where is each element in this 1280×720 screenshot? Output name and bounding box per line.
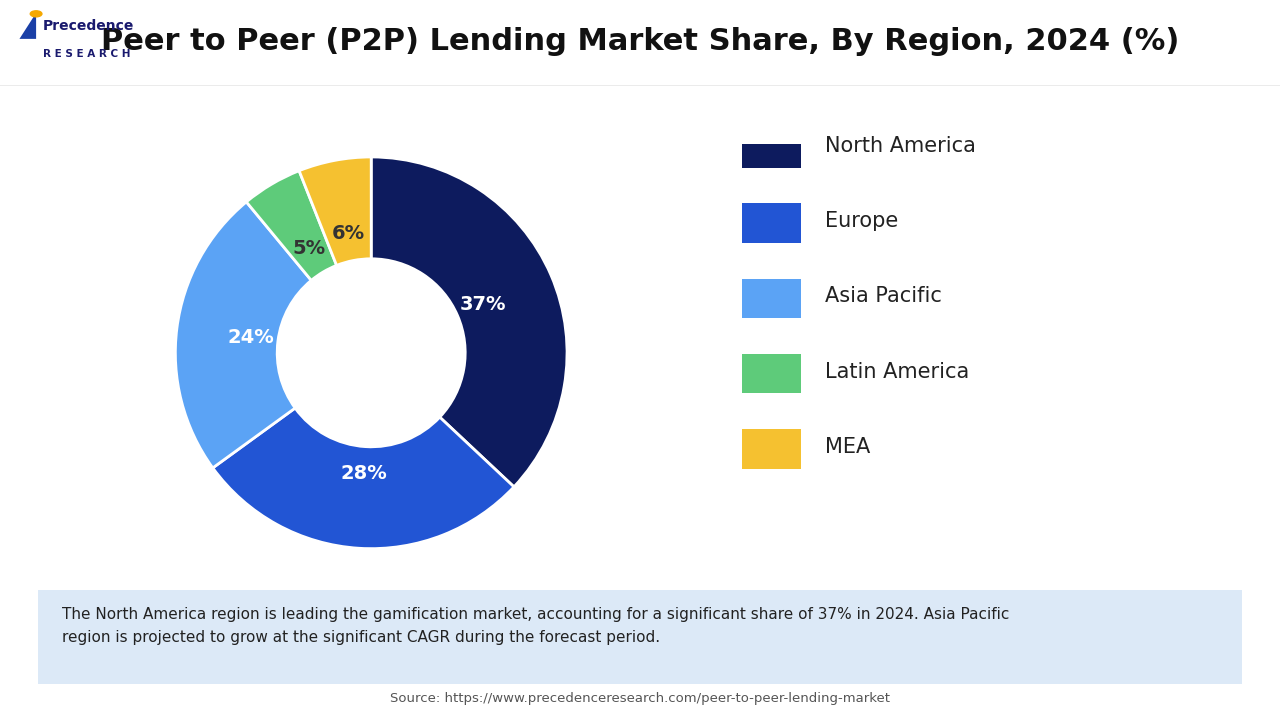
Text: R E S E A R C H: R E S E A R C H — [42, 48, 131, 58]
Wedge shape — [371, 157, 567, 487]
Text: Europe: Europe — [826, 211, 899, 231]
Text: Asia Pacific: Asia Pacific — [826, 287, 942, 307]
Text: The North America region is leading the gamification market, accounting for a si: The North America region is leading the … — [63, 608, 1010, 644]
Text: Peer to Peer (P2P) Lending Market Share, By Region, 2024 (%): Peer to Peer (P2P) Lending Market Share,… — [101, 27, 1179, 56]
FancyBboxPatch shape — [14, 588, 1266, 686]
Circle shape — [31, 11, 42, 17]
Text: 6%: 6% — [332, 224, 365, 243]
Wedge shape — [246, 171, 337, 280]
Text: 5%: 5% — [293, 239, 326, 258]
Polygon shape — [19, 13, 36, 39]
FancyBboxPatch shape — [742, 354, 801, 393]
Wedge shape — [212, 408, 515, 549]
FancyBboxPatch shape — [742, 279, 801, 318]
FancyBboxPatch shape — [742, 429, 801, 469]
Text: Precedence: Precedence — [42, 19, 134, 33]
Wedge shape — [175, 202, 311, 468]
Text: 28%: 28% — [340, 464, 387, 484]
Text: MEA: MEA — [826, 437, 870, 457]
Text: Latin America: Latin America — [826, 361, 969, 382]
Text: North America: North America — [826, 136, 975, 156]
Text: 37%: 37% — [460, 295, 506, 314]
FancyBboxPatch shape — [742, 128, 801, 168]
Text: Source: https://www.precedenceresearch.com/peer-to-peer-lending-market: Source: https://www.precedenceresearch.c… — [390, 692, 890, 705]
Text: 24%: 24% — [228, 328, 274, 347]
FancyBboxPatch shape — [742, 204, 801, 243]
Wedge shape — [300, 157, 371, 266]
